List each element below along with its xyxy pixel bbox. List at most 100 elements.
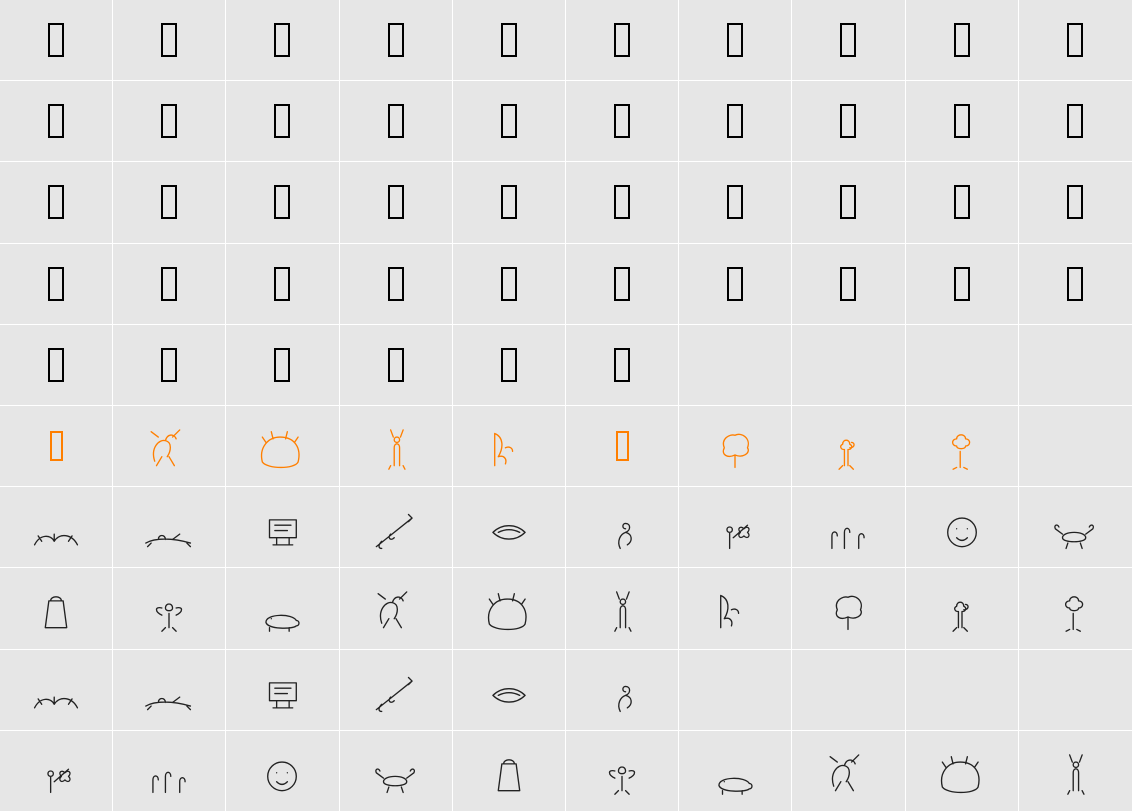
glyph-cell[interactable] <box>0 731 113 812</box>
glyph-cell[interactable] <box>340 487 453 568</box>
glyph-cell[interactable] <box>566 162 679 243</box>
glyph-cell[interactable] <box>226 244 339 325</box>
glyph-cell[interactable] <box>113 487 226 568</box>
glyph-cell[interactable] <box>340 81 453 162</box>
glyph-cell[interactable] <box>906 406 1019 487</box>
glyph-cell[interactable] <box>226 731 339 812</box>
glyph-cell[interactable] <box>566 325 679 406</box>
glyph-cell <box>906 325 1019 406</box>
glyph-cell[interactable] <box>679 487 792 568</box>
missing-glyph-icon <box>727 267 743 301</box>
glyph-cell[interactable] <box>906 731 1019 812</box>
glyph-cell[interactable] <box>0 650 113 731</box>
glyph-cell[interactable] <box>679 568 792 649</box>
glyph-cell[interactable] <box>1019 487 1132 568</box>
glyph-cell[interactable] <box>679 731 792 812</box>
glyph-cell[interactable] <box>792 568 905 649</box>
glyph-cell[interactable] <box>113 731 226 812</box>
glyph-cell[interactable] <box>453 487 566 568</box>
glyph-cell[interactable] <box>906 487 1019 568</box>
glyph-cell[interactable] <box>453 568 566 649</box>
glyph-cell[interactable] <box>226 568 339 649</box>
glyph-cell[interactable] <box>792 81 905 162</box>
glyph-cell[interactable] <box>566 0 679 81</box>
glyph-cell[interactable] <box>226 487 339 568</box>
glyph-cell[interactable] <box>113 0 226 81</box>
glyph-cell[interactable] <box>792 162 905 243</box>
glyph-cell[interactable] <box>1019 81 1132 162</box>
missing-glyph-icon <box>840 23 856 57</box>
glyph-cell[interactable] <box>226 650 339 731</box>
glyph-cell[interactable] <box>113 650 226 731</box>
glyph-cell[interactable] <box>792 0 905 81</box>
glyph-cell[interactable] <box>226 162 339 243</box>
orange-sketch-4-icon <box>473 421 545 471</box>
glyph-cell[interactable] <box>679 81 792 162</box>
glyph-cell[interactable] <box>0 244 113 325</box>
glyph-cell[interactable] <box>340 0 453 81</box>
glyph-cell[interactable] <box>453 650 566 731</box>
glyph-cell[interactable] <box>453 81 566 162</box>
glyph-cell[interactable] <box>0 162 113 243</box>
glyph-cell[interactable] <box>226 0 339 81</box>
glyph-cell[interactable] <box>0 406 113 487</box>
missing-glyph-icon <box>614 23 630 57</box>
glyph-cell[interactable] <box>1019 244 1132 325</box>
glyph-cell[interactable] <box>113 325 226 406</box>
glyph-cell[interactable] <box>679 0 792 81</box>
glyph-cell[interactable] <box>340 162 453 243</box>
glyph-cell[interactable] <box>226 325 339 406</box>
glyph-cell[interactable] <box>792 731 905 812</box>
glyph-cell[interactable] <box>566 406 679 487</box>
glyph-cell[interactable] <box>906 162 1019 243</box>
glyph-cell[interactable] <box>792 406 905 487</box>
glyph-cell[interactable] <box>792 487 905 568</box>
glyph-cell[interactable] <box>340 568 453 649</box>
glyph-cell[interactable] <box>1019 0 1132 81</box>
glyph-cell[interactable] <box>792 244 905 325</box>
glyph-cell[interactable] <box>340 650 453 731</box>
missing-glyph-icon <box>954 267 970 301</box>
glyph-cell[interactable] <box>0 487 113 568</box>
glyph-cell[interactable] <box>566 731 679 812</box>
glyph-cell[interactable] <box>113 244 226 325</box>
glyph-cell[interactable] <box>226 81 339 162</box>
glyph-cell[interactable] <box>566 487 679 568</box>
glyph-cell[interactable] <box>566 568 679 649</box>
glyph-cell[interactable] <box>566 650 679 731</box>
glyph-cell[interactable] <box>340 244 453 325</box>
glyph-cell[interactable] <box>453 731 566 812</box>
glyph-cell[interactable] <box>566 244 679 325</box>
glyph-cell[interactable] <box>906 81 1019 162</box>
glyph-cell[interactable] <box>1019 568 1132 649</box>
glyph-cell[interactable] <box>1019 162 1132 243</box>
glyph-cell[interactable] <box>340 731 453 812</box>
glyph-cell[interactable] <box>113 162 226 243</box>
missing-glyph-icon <box>161 185 177 219</box>
glyph-cell[interactable] <box>113 406 226 487</box>
glyph-cell[interactable] <box>1019 731 1132 812</box>
missing-glyph-icon <box>388 348 404 382</box>
glyph-cell[interactable] <box>113 568 226 649</box>
glyph-cell[interactable] <box>113 81 226 162</box>
glyph-cell[interactable] <box>340 325 453 406</box>
glyph-cell[interactable] <box>453 406 566 487</box>
glyph-cell[interactable] <box>453 325 566 406</box>
glyph-cell[interactable] <box>906 568 1019 649</box>
glyph-cell[interactable] <box>566 81 679 162</box>
glyph-cell[interactable] <box>679 162 792 243</box>
glyph-cell[interactable] <box>906 244 1019 325</box>
missing-glyph-icon <box>501 348 517 382</box>
glyph-cell[interactable] <box>679 244 792 325</box>
glyph-cell[interactable] <box>0 568 113 649</box>
glyph-cell[interactable] <box>906 0 1019 81</box>
glyph-cell[interactable] <box>453 162 566 243</box>
glyph-cell[interactable] <box>0 0 113 81</box>
glyph-cell[interactable] <box>340 406 453 487</box>
glyph-cell[interactable] <box>0 81 113 162</box>
glyph-cell[interactable] <box>0 325 113 406</box>
glyph-cell[interactable] <box>453 244 566 325</box>
glyph-cell[interactable] <box>679 406 792 487</box>
glyph-cell[interactable] <box>453 0 566 81</box>
glyph-cell[interactable] <box>226 406 339 487</box>
